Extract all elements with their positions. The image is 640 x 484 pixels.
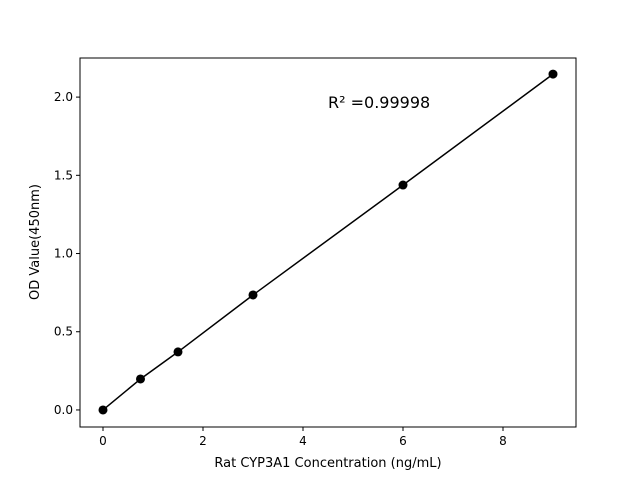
x-axis-label: Rat CYP3A1 Concentration (ng/mL) [214,456,441,471]
y-tick-label: 1.5 [54,168,73,182]
series-group [98,69,558,415]
x-tick-label: 4 [299,434,307,448]
y-tick-label: 1.0 [54,247,73,261]
annotations: R² =0.99998 [328,93,430,112]
x-tick-label: 0 [99,434,107,448]
data-point [248,290,258,300]
y-tick-label: 2.0 [54,90,73,104]
r-squared-annotation: R² =0.99998 [328,93,430,112]
x-tick-label: 6 [399,434,407,448]
data-point [398,180,408,190]
x-tick-label: 2 [199,434,207,448]
x-tick-label: 8 [499,434,507,448]
x-axis: 0 2 4 6 8 [99,427,507,448]
y-axis: 0.0 0.5 1.0 1.5 2.0 [54,90,80,417]
y-axis-label: OD Value(450nm) [28,184,43,300]
y-tick-label: 0.0 [54,403,73,417]
plot-frame [79,57,577,428]
series-line [102,73,554,411]
data-point [98,405,108,415]
y-tick-label: 0.5 [54,325,73,339]
data-point [136,374,145,384]
data-point [548,69,558,79]
data-point [173,347,183,357]
